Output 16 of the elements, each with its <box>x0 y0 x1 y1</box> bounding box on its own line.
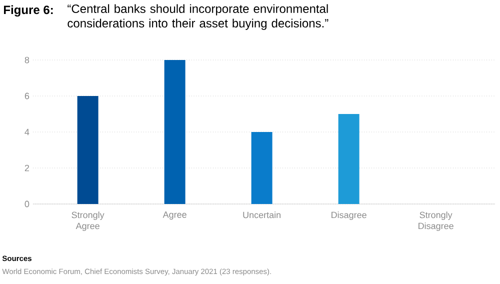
bar <box>338 114 360 204</box>
y-tick-label: 8 <box>24 56 30 64</box>
bar <box>251 132 272 204</box>
y-tick-label: 0 <box>24 200 30 208</box>
bar <box>77 96 98 204</box>
x-tick-label: Uncertain <box>243 212 280 218</box>
chart-title: Figure 6: <box>4 5 53 17</box>
y-tick-label: 2 <box>24 164 30 172</box>
y-tick-label: 4 <box>24 128 30 136</box>
x-tick-label: Strongly Disagree <box>418 212 454 231</box>
x-tick-label: Agree <box>162 212 186 220</box>
y-tick-label: 6 <box>24 92 30 100</box>
x-tick-label: Disagree <box>332 212 366 220</box>
x-tick-label: Strongly Agree <box>72 212 104 231</box>
bar <box>164 60 186 204</box>
chart-subtitle: “Central banks should incorporate environmental considerations into their asset buying decisions.” <box>68 4 328 30</box>
